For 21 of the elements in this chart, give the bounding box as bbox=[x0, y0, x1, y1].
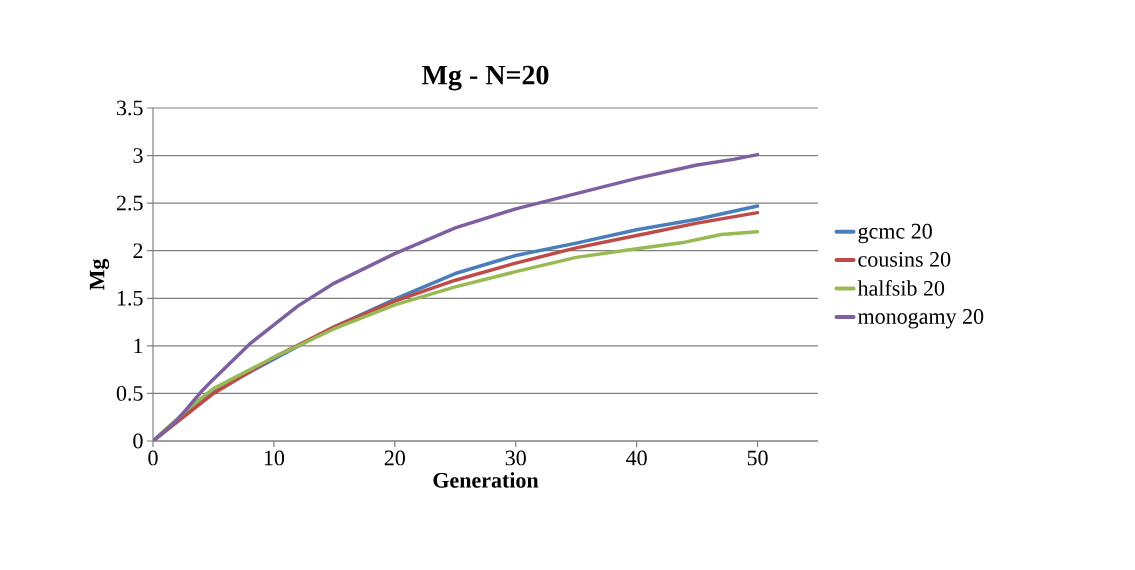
y-tick-label: 1 bbox=[134, 338, 143, 354]
x-tick-label: 10 bbox=[264, 450, 285, 466]
x-tick-label: 50 bbox=[747, 450, 768, 466]
y-axis-title: Mg bbox=[89, 258, 110, 290]
y-tick-label: 2.5 bbox=[116, 195, 143, 211]
legend-label: cousins 20 bbox=[858, 251, 951, 267]
y-tick-label: 2 bbox=[133, 243, 143, 258]
chart-title: Mg - N=20 bbox=[422, 65, 549, 91]
x-axis-title: Generation bbox=[433, 472, 539, 488]
y-tick-label: 0.5 bbox=[116, 385, 143, 401]
y-tick-label: 3 bbox=[133, 148, 143, 163]
y-tick-label: 3.5 bbox=[117, 100, 143, 116]
legend-label: monogamy 20 bbox=[858, 309, 984, 329]
y-tick-label: 1.5 bbox=[117, 290, 143, 306]
y-tick-label: 0 bbox=[133, 433, 143, 449]
legend-label: halfsib 20 bbox=[857, 280, 945, 296]
x-tick-label: 0 bbox=[148, 450, 158, 466]
x-tick-label: 30 bbox=[505, 450, 526, 466]
legend-label: gcmc 20 bbox=[858, 223, 932, 244]
x-tick-label: 40 bbox=[626, 450, 647, 466]
x-tick-label: 20 bbox=[384, 450, 405, 466]
